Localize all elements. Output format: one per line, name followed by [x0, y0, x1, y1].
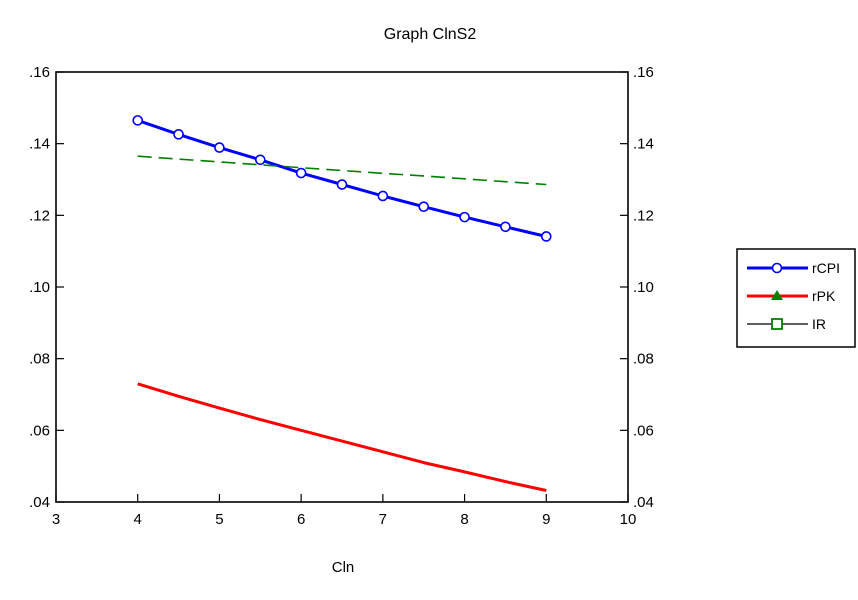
data-point-rcpi — [214, 142, 225, 153]
x-tick-label: 4 — [134, 511, 142, 528]
y-tick-label-right: .16 — [633, 64, 654, 81]
legend: rCPI rPK IR — [736, 248, 856, 348]
x-tick-label: 7 — [379, 511, 387, 528]
legend-box — [736, 248, 856, 348]
x-tick-label: 10 — [620, 511, 637, 528]
legend-label-rpk: rPK — [812, 288, 836, 304]
data-point-rcpi — [459, 211, 470, 223]
data-point-rcpi — [336, 179, 348, 190]
y-axis-ticks: .04 .04 .06 .06 .08 .08 .10 .10 .12 .12 .14 .14 .16.… — [29, 64, 654, 511]
x-tick-label: 8 — [460, 511, 468, 528]
data-point-rcpi — [377, 190, 389, 202]
x-tick-label: 6 — [297, 511, 305, 528]
legend-marker-rpk — [771, 290, 783, 300]
x-tick-label: 5 — [215, 511, 223, 528]
data-point-rcpi — [173, 129, 184, 140]
legend-label-ir: IR — [812, 316, 826, 332]
data-point-rcpi — [540, 231, 552, 242]
y-tick-label-left: .04 — [29, 494, 50, 511]
legend-label-rcpi: rCPI — [812, 260, 840, 276]
y-tick-label-right: .08 — [633, 351, 654, 368]
x-axis-title: Cln — [332, 559, 355, 576]
x-tick-label: 9 — [542, 511, 550, 528]
data-point-rcpi — [500, 221, 511, 233]
y-tick-label-left: .08 — [29, 351, 50, 368]
data-point-rcpi — [132, 115, 144, 126]
y-tick-label-right: .12 — [633, 207, 654, 224]
y-tick-label-left: .06 — [29, 422, 50, 439]
y-tick-label-left: .16 — [29, 64, 50, 81]
plot-area — [55, 71, 629, 503]
series-line-ir — [137, 155, 547, 186]
y-tick-label-right: .06 — [633, 422, 654, 439]
plot-frame — [55, 71, 629, 503]
data-point-rcpi — [254, 154, 266, 166]
legend-marker-ir — [771, 318, 783, 330]
series-line-rcpi — [137, 118, 547, 238]
y-tick-label-left: .12 — [29, 207, 50, 224]
series-line-rpk — [137, 382, 547, 492]
legend-marker-rcpi — [771, 262, 783, 274]
y-tick-label-left: .14 — [29, 136, 50, 153]
y-tick-label-right: .10 — [633, 279, 654, 296]
data-point-rcpi — [295, 167, 307, 179]
y-tick-label-left: .10 — [29, 279, 50, 296]
x-axis-ticks: 3 4 5 6 7 8 9 10 — [52, 494, 637, 528]
y-tick-label-right: .14 — [633, 136, 654, 153]
x-tick-label: 3 — [52, 511, 60, 528]
y-tick-label-right: .04 — [633, 494, 654, 511]
data-point-rcpi — [418, 201, 430, 213]
series-lines — [132, 115, 552, 492]
chart-title: Graph ClnS2 — [384, 26, 477, 43]
